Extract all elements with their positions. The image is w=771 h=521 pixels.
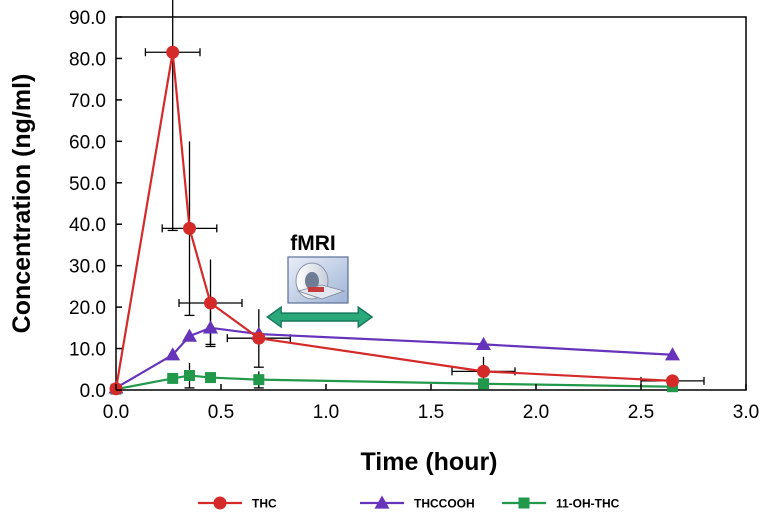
x-tick-label: 1.5: [418, 402, 444, 423]
x-tick-label: 1.0: [313, 402, 339, 423]
legend-item-thccooh: THCCOOH: [360, 495, 475, 511]
legend-label: THC: [252, 497, 277, 511]
data-point-thccooh: [182, 328, 197, 342]
y-tick-label: 60.0: [69, 132, 106, 153]
x-tick-label: 0.0: [103, 402, 129, 423]
x-tick-label: 2.5: [628, 402, 654, 423]
data-point-thccooh: [665, 347, 680, 361]
data-point-11-oh-thc: [167, 372, 179, 384]
data-point-thccooh: [476, 336, 491, 351]
data-point-thc: [666, 374, 679, 388]
data-point-thc: [252, 331, 266, 345]
data-point-11-oh-thc: [478, 378, 489, 390]
fmri-label: fMRI: [290, 232, 336, 255]
data-point-11-oh-thc: [205, 372, 216, 384]
x-tick-label: 0.5: [208, 402, 234, 423]
data-point-thccooh: [203, 320, 218, 334]
x-tick-label: 2.0: [523, 402, 549, 423]
fmri-icon-patient: [308, 287, 324, 292]
data-point-11-oh-thc: [184, 369, 195, 381]
y-tick-label: 20.0: [69, 298, 106, 319]
legend-label: THCCOOH: [414, 497, 475, 511]
y-tick-label: 30.0: [69, 257, 106, 278]
y-tick-label: 80.0: [69, 49, 106, 70]
data-point-thc: [204, 296, 217, 310]
legend-label: 11-OH-THC: [556, 497, 620, 511]
legend-item-11-oh-thc: 11-OH-THC: [502, 497, 620, 511]
y-tick-label: 0.0: [80, 381, 106, 402]
y-tick-label: 50.0: [69, 174, 106, 195]
y-tick-label: 40.0: [69, 215, 106, 236]
legend-item-thc: THC: [198, 496, 277, 511]
data-point-11-oh-thc: [253, 374, 265, 386]
data-point-thc: [477, 364, 490, 378]
y-tick-label: 70.0: [69, 91, 106, 112]
legend-marker: [213, 496, 227, 510]
y-tick-label: 10.0: [69, 340, 106, 361]
legend-marker: [374, 495, 390, 509]
x-tick-label: 3.0: [733, 402, 759, 423]
y-tick-label: 90.0: [69, 8, 106, 29]
data-point-thc: [166, 45, 180, 59]
fmri-double-arrow: [266, 305, 374, 329]
fmri-scanner-icon: [287, 256, 349, 304]
y-axis-title: Concentration (ng/ml): [8, 74, 36, 334]
data-point-thc: [183, 221, 196, 235]
data-point-thccooh: [165, 347, 181, 361]
fmri-icon-opening: [305, 272, 319, 290]
x-axis-title: Time (hour): [360, 448, 497, 476]
legend-marker: [518, 497, 530, 509]
series-line-thc: [114, 52, 673, 389]
